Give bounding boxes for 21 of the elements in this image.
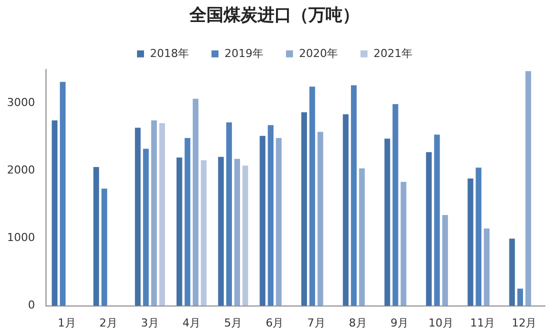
x-tick-label: 6月 — [266, 316, 284, 330]
x-tick-label: 12月 — [512, 316, 537, 330]
x-tick-label: 3月 — [140, 316, 159, 330]
x-tick-label: 11月 — [470, 316, 496, 330]
x-tick-label: 7月 — [307, 316, 326, 330]
x-tick-label: 1月 — [58, 316, 76, 330]
chart-title: 全国煤炭进口（万吨） — [188, 6, 360, 26]
x-tick-label: 5月 — [224, 316, 242, 330]
x-tick-label: 8月 — [348, 316, 367, 330]
x-tick-label: 4月 — [182, 316, 201, 330]
y-tick-label: 0 — [28, 298, 35, 312]
legend-label: 2020年 — [299, 46, 338, 60]
y-tick-label: 2000 — [6, 164, 35, 177]
y-tick-label: 3000 — [6, 96, 35, 110]
x-tick-label: 10月 — [428, 316, 454, 330]
x-tick-label: 9月 — [390, 316, 408, 330]
legend-label: 2018年 — [150, 46, 190, 60]
legend-label: 2021年 — [373, 46, 412, 60]
legend-label: 2019年 — [224, 46, 264, 60]
x-tick-label: 2月 — [99, 316, 118, 330]
y-tick-label: 1000 — [6, 231, 35, 244]
